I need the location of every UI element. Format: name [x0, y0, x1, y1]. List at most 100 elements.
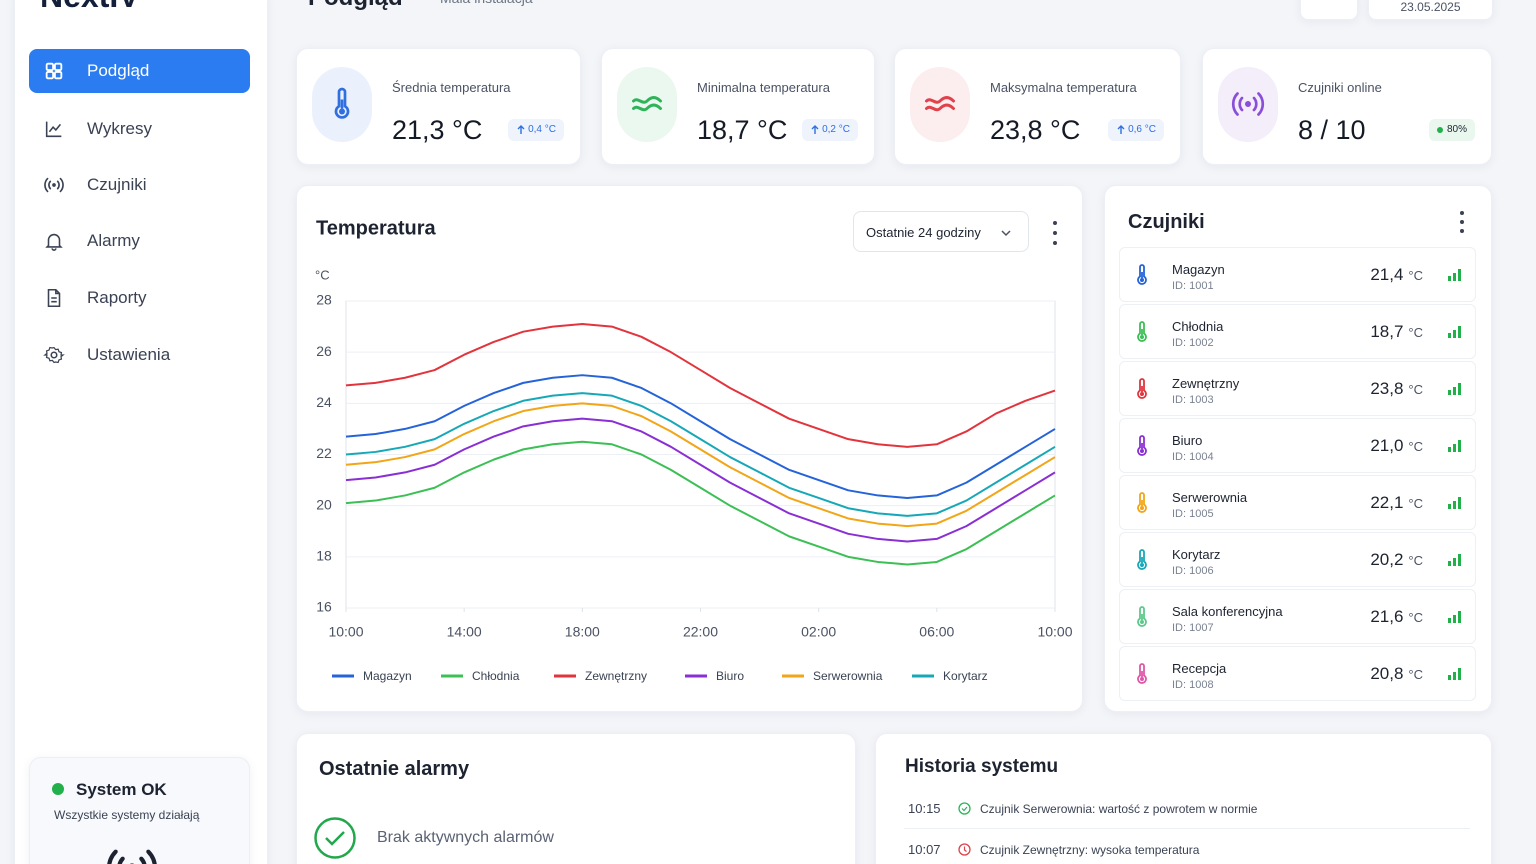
chart-menu — [1053, 221, 1057, 245]
sensor-row[interactable]: Zewnętrzny ID: 1003 23,8 °C — [1119, 361, 1476, 416]
sensor-icon — [1137, 492, 1147, 513]
x-tick-label: 14:00 — [447, 624, 482, 640]
signal-bars — [1448, 554, 1461, 566]
sensor-icon — [1137, 435, 1147, 456]
sensor-unit: °C — [1408, 382, 1423, 397]
alarms-empty: Brak aktywnych alarmów — [377, 829, 554, 846]
stat-change: 80% — [1446, 124, 1467, 135]
up-arrow — [517, 125, 525, 134]
sensors-title: Czujniki — [1128, 211, 1205, 233]
sensor-reading: 20,8 °C — [1370, 664, 1423, 684]
sensor-row[interactable]: Recepcja ID: 1008 20,8 °C — [1119, 646, 1476, 701]
chart-card: Temperatura °C 16 18 20 22 24 26 28 10:00 14:00 18:… — [296, 185, 1083, 712]
sensor-unit: °C — [1408, 553, 1423, 568]
sensor-name: Recepcja — [1172, 661, 1227, 676]
signal-bars — [1448, 497, 1461, 509]
up-arrow — [811, 125, 819, 134]
signal-bars — [1448, 440, 1461, 452]
nav-item[interactable]: Raporty — [29, 276, 250, 320]
y-axis-label: °C — [315, 267, 330, 282]
sensor-icon — [1137, 606, 1147, 627]
sensor-unit: °C — [1408, 325, 1423, 340]
sensor-id: ID: 1006 — [1172, 565, 1214, 577]
sensor-name: Biuro — [1172, 433, 1203, 448]
sensor-row[interactable]: Magazyn ID: 1001 21,4 °C — [1119, 247, 1476, 302]
stat-label: Minimalna temperatura — [697, 80, 830, 95]
series-line — [345, 323, 1056, 448]
sensor-temp: 22,1 — [1370, 493, 1404, 512]
signal-bars — [1448, 668, 1461, 680]
y-tick-label: 24 — [316, 394, 332, 410]
sensor-row[interactable]: Korytarz ID: 1006 20,2 °C — [1119, 532, 1476, 587]
series-line — [345, 417, 1056, 543]
legend-label: Biuro — [716, 669, 744, 683]
stat-card: Czujniki online 8 / 10 80% — [1202, 48, 1492, 165]
signal-bars — [1448, 326, 1461, 338]
sensor-reading: 21,4 °C — [1370, 265, 1423, 285]
sensor-reading: 23,8 °C — [1370, 379, 1423, 399]
sensor-row[interactable]: Sala konferencyjna ID: 1007 21,6 °C — [1119, 589, 1476, 644]
header-button[interactable] — [1300, 0, 1358, 20]
stat-label: Średnia temperatura — [392, 80, 511, 95]
ok-icon — [314, 817, 356, 859]
stat-chip: 0,4 °C — [508, 119, 564, 141]
y-tick-label: 18 — [316, 548, 332, 564]
sensor-row[interactable]: Chłodnia ID: 1002 18,7 °C — [1119, 304, 1476, 359]
stat-value: 8 / 10 — [1298, 115, 1366, 145]
sensor-row[interactable]: Serwerownia ID: 1005 22,1 °C — [1119, 475, 1476, 530]
sensor-temp: 21,0 — [1370, 436, 1404, 455]
history-text: Czujnik Zewnętrzny: wysoka temperatura — [980, 843, 1200, 857]
page-subtitle: Mała instalacja — [440, 0, 533, 6]
x-tick-label: 18:00 — [565, 624, 600, 640]
stat-change: 0,2 °C — [822, 124, 850, 135]
sensor-temp: 20,8 — [1370, 664, 1404, 683]
sensor-row[interactable]: Biuro ID: 1004 21,0 °C — [1119, 418, 1476, 473]
stat-icon — [334, 87, 350, 119]
stat-change: 0,4 °C — [528, 124, 556, 135]
nav-label: Czujniki — [87, 175, 147, 194]
sensor-name: Zewnętrzny — [1172, 376, 1240, 391]
stat-icon — [925, 96, 955, 112]
history-icon — [958, 802, 971, 815]
signal-bars — [1448, 269, 1461, 281]
sensor-temp: 21,6 — [1370, 607, 1404, 626]
history-title: Historia systemu — [905, 756, 1059, 777]
status-text: Wszystkie systemy działają — [54, 808, 200, 822]
range-dropdown[interactable]: Ostatnie 24 godziny — [853, 211, 1029, 252]
alarms-card: Ostatnie alarmy Brak aktywnych alarmów — [296, 733, 856, 864]
nav-icon — [43, 346, 65, 364]
legend-label: Korytarz — [943, 669, 988, 683]
date-box[interactable]: 23.05.2025 — [1368, 0, 1493, 20]
status-card: System OK Wszystkie systemy działają — [29, 757, 250, 864]
stat-label: Maksymalna temperatura — [990, 80, 1137, 95]
header-date: 23.05.2025 — [1400, 0, 1461, 14]
sensor-name: Sala konferencyjna — [1172, 604, 1283, 619]
sensor-icon — [1137, 321, 1147, 342]
nav-item[interactable]: Wykresy — [29, 107, 250, 151]
nav-item[interactable]: Czujniki — [29, 163, 250, 207]
legend-label: Chłodnia — [472, 669, 520, 683]
sensor-reading: 18,7 °C — [1370, 322, 1423, 342]
nav-item[interactable]: Ustawienia — [29, 333, 250, 377]
legend-label: Zewnętrzny — [585, 669, 647, 683]
stat-label: Czujniki online — [1298, 80, 1382, 95]
sensor-name: Korytarz — [1172, 547, 1221, 562]
chart-title: Temperatura — [316, 217, 437, 239]
sidebar — [14, 0, 268, 864]
stat-card: Maksymalna temperatura 23,8 °C 0,6 °C — [894, 48, 1181, 165]
series-line — [345, 392, 1056, 517]
brand: NextIV — [40, 0, 140, 15]
nav-item[interactable]: Podgląd — [29, 49, 250, 93]
sensor-icon — [1137, 663, 1147, 684]
series-line — [345, 440, 1056, 566]
sensor-id: ID: 1007 — [1172, 622, 1214, 634]
sensor-reading: 20,2 °C — [1370, 550, 1423, 570]
nav-item[interactable]: Alarmy — [29, 219, 250, 263]
history-text: Czujnik Serwerownia: wartość z powrotem … — [980, 802, 1258, 816]
sensor-id: ID: 1003 — [1172, 394, 1214, 406]
nav-icon — [45, 121, 62, 138]
nav-label: Raporty — [87, 288, 147, 307]
sensor-temp: 23,8 — [1370, 379, 1404, 398]
sensor-name: Chłodnia — [1172, 319, 1224, 334]
sensor-temp: 18,7 — [1370, 322, 1404, 341]
